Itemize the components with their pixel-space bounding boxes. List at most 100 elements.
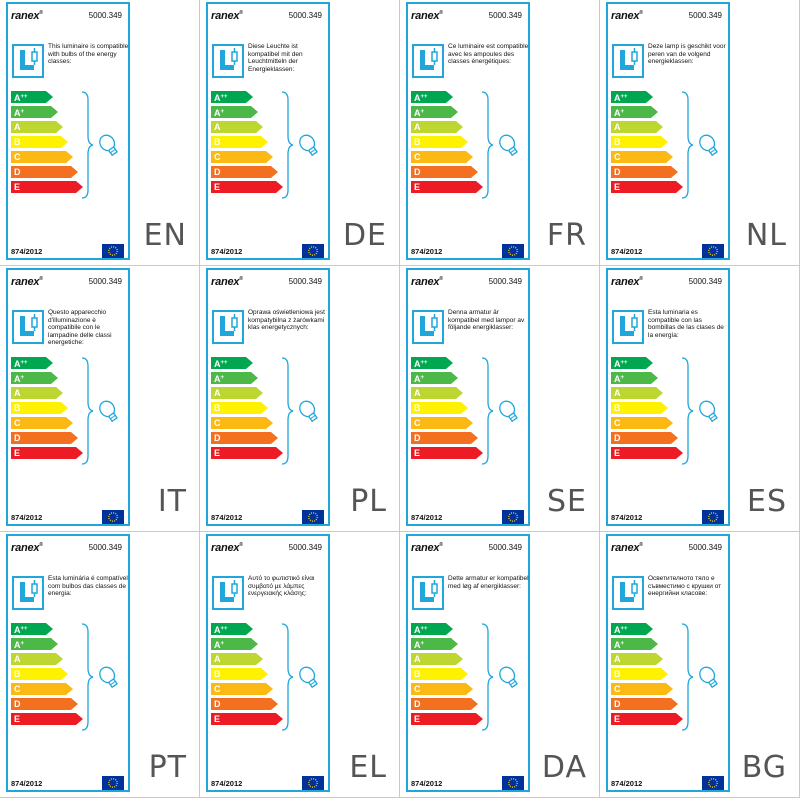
label-cell: ranex® 5000.349 Diese Leuchte ist kompat…: [200, 0, 400, 266]
energy-class-plus: +: [220, 109, 225, 115]
language-code: IT: [157, 484, 187, 519]
energy-class-plus: +: [620, 641, 625, 647]
registered-mark: ®: [639, 10, 643, 16]
energy-class-letter: A: [614, 122, 621, 132]
regulation-number: 874/2012: [411, 779, 443, 788]
energy-class-bar: C: [411, 683, 473, 695]
energy-class-letter: A: [614, 359, 621, 369]
energy-class-letter: E: [214, 182, 221, 192]
model-number: 5000.349: [488, 11, 522, 20]
energy-class-bar: B: [11, 668, 68, 680]
energy-label: ranex® 5000.349 Esta luminaria es compat…: [606, 268, 730, 526]
energy-class-letter: A: [414, 374, 421, 384]
eu-flag-icon: [702, 776, 724, 790]
brand-name: ranex: [411, 276, 440, 288]
energy-class-letter: A: [414, 93, 421, 103]
energy-class-letter: B: [14, 403, 21, 413]
energy-class-letter: D: [214, 167, 221, 177]
energy-class-letter: A: [614, 374, 621, 384]
energy-class-bar: D: [611, 698, 678, 710]
energy-class-bar: A++: [11, 91, 53, 103]
energy-label: ranex® 5000.349 Questo apparecchio d'ill…: [6, 268, 130, 526]
energy-label: ranex® 5000.349 This luminaire is compat…: [6, 2, 130, 260]
energy-class-bar: B: [411, 402, 468, 414]
energy-class-letter: B: [414, 669, 421, 679]
language-code: EN: [143, 218, 187, 253]
brace-icon: [681, 357, 694, 465]
energy-class-plus: ++: [20, 94, 28, 100]
energy-class-letter: B: [214, 137, 221, 147]
energy-class-plus: ++: [20, 626, 28, 632]
compatibility-text: Осветителното тяло е съвместимо с крушки…: [648, 575, 722, 597]
energy-class-bar: B: [611, 668, 668, 680]
energy-class-bar: D: [211, 166, 278, 178]
energy-class-letter: A: [214, 388, 221, 398]
model-number: 5000.349: [288, 543, 322, 552]
energy-label: ranex® 5000.349 Осветителното тяло е съв…: [606, 534, 730, 792]
luminaire-icon: [12, 44, 44, 78]
language-code: PT: [148, 750, 187, 785]
energy-class-plus: ++: [20, 360, 28, 366]
registered-mark: ®: [439, 276, 443, 282]
registered-mark: ®: [239, 542, 243, 548]
eu-flag-icon: [102, 510, 124, 524]
energy-class-bar: C: [11, 683, 73, 695]
regulation-number: 874/2012: [611, 779, 643, 788]
bulb-icon: [699, 134, 718, 157]
energy-class-letter: C: [414, 418, 421, 428]
energy-class-letter: D: [614, 167, 621, 177]
energy-class-bar: A++: [611, 623, 653, 635]
energy-class-letter: B: [414, 403, 421, 413]
registered-mark: ®: [439, 542, 443, 548]
energy-class-letter: D: [414, 699, 421, 709]
energy-class-letter: D: [214, 699, 221, 709]
compatibility-text: Denna armatur är kompatibel med lampor a…: [448, 309, 525, 331]
energy-class-bar: A: [411, 121, 463, 133]
energy-label: ranex® 5000.349 Ce luminaire est compati…: [406, 2, 530, 260]
energy-class-bar: E: [11, 713, 83, 725]
compatibility-text: Ce luminaire est compatible avec les amp…: [448, 43, 529, 65]
energy-class-letter: A: [214, 108, 221, 118]
energy-class-letter: A: [614, 640, 621, 650]
energy-class-letter: A: [214, 122, 221, 132]
label-cell: ranex® 5000.349 Ce luminaire est compati…: [400, 0, 600, 266]
energy-class-bar: A+: [211, 106, 258, 118]
bulb-icon: [499, 666, 518, 689]
energy-class-letter: A: [14, 374, 21, 384]
language-code: NL: [745, 218, 787, 253]
luminaire-icon: [412, 576, 444, 610]
language-code: ES: [747, 484, 787, 519]
energy-class-bar: E: [411, 181, 483, 193]
eu-flag-icon: [102, 776, 124, 790]
energy-class-letter: E: [14, 182, 21, 192]
energy-class-bar: A+: [211, 372, 258, 384]
regulation-number: 874/2012: [611, 247, 643, 256]
brand-name: ranex: [211, 542, 240, 554]
energy-class-letter: A: [614, 108, 621, 118]
label-cell: ranex® 5000.349 Questo apparecchio d'ill…: [0, 266, 200, 532]
energy-class-letter: C: [214, 684, 221, 694]
energy-class-letter: A: [414, 640, 421, 650]
label-cell: ranex® 5000.349 Esta luminaria es compat…: [600, 266, 800, 532]
energy-class-letter: A: [214, 359, 221, 369]
bulb-icon: [699, 666, 718, 689]
energy-label: ranex® 5000.349 Oprawa oświetleniowa jes…: [206, 268, 330, 526]
luminaire-icon: [212, 44, 244, 78]
energy-class-bar: C: [411, 417, 473, 429]
energy-class-bar: E: [411, 447, 483, 459]
energy-class-bar: A: [211, 653, 263, 665]
energy-class-bar: E: [611, 181, 683, 193]
model-number: 5000.349: [688, 11, 722, 20]
model-number: 5000.349: [688, 543, 722, 552]
regulation-number: 874/2012: [411, 513, 443, 522]
bulb-icon: [499, 134, 518, 157]
energy-class-letter: E: [14, 714, 21, 724]
registered-mark: ®: [39, 542, 43, 548]
energy-class-letter: E: [614, 714, 621, 724]
energy-label: ranex® 5000.349 Denna armatur är kompati…: [406, 268, 530, 526]
energy-class-letter: A: [14, 359, 21, 369]
energy-class-letter: A: [214, 93, 221, 103]
energy-class-letter: A: [414, 388, 421, 398]
registered-mark: ®: [39, 10, 43, 16]
energy-class-letter: E: [614, 182, 621, 192]
